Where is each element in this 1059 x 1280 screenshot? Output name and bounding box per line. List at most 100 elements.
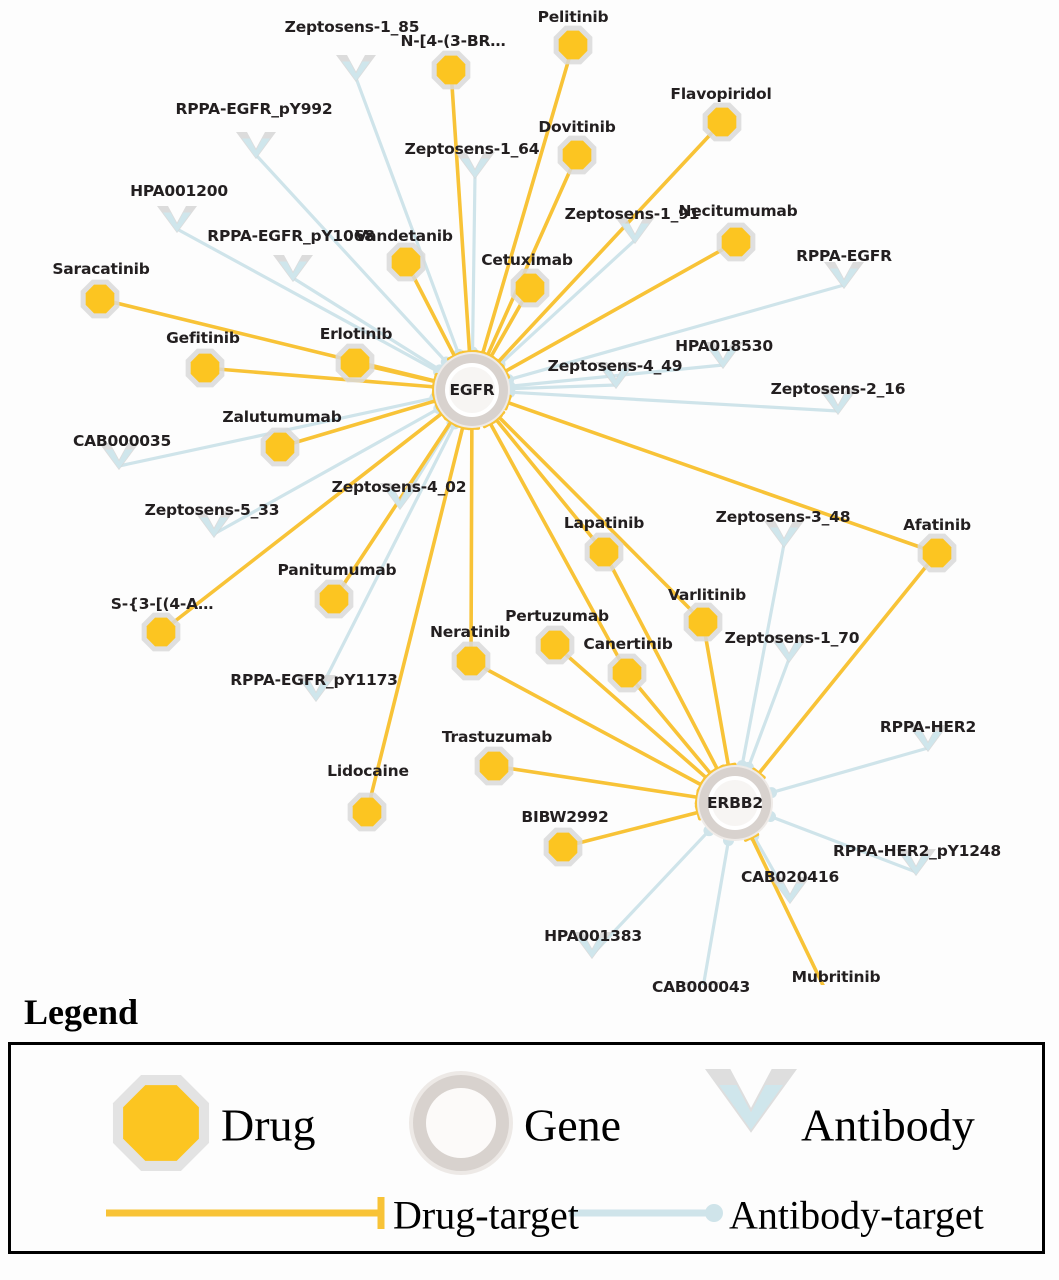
drug-node — [553, 25, 593, 65]
graph-edge — [625, 671, 713, 776]
legend-title: Legend — [24, 992, 139, 1032]
legend-antibody-target-dot — [705, 1204, 723, 1222]
antibody-node — [818, 388, 858, 416]
drug-node — [260, 427, 300, 467]
graph-edge — [757, 551, 939, 776]
graph-edge — [746, 657, 791, 770]
graph-edge — [590, 829, 711, 957]
drug-node — [702, 102, 742, 142]
antibody-node — [99, 443, 139, 471]
drug-node — [510, 268, 550, 308]
antibody-node — [896, 849, 936, 877]
graph-edge — [506, 283, 846, 382]
edge-endpoint-bar — [694, 789, 701, 806]
graph-edge — [354, 76, 461, 356]
graph-edge — [506, 400, 939, 555]
gene-node-label: ERBB2 — [707, 794, 763, 812]
graph-edge — [508, 383, 618, 391]
antibody-node — [236, 132, 276, 160]
gene-node — [697, 765, 773, 841]
drug-node — [607, 653, 647, 693]
graph-edge — [701, 838, 731, 985]
antibody-node — [194, 511, 234, 539]
graph-edge — [470, 173, 477, 354]
antibody-node — [596, 362, 636, 390]
graph-edge — [749, 835, 825, 985]
graph-edge — [365, 425, 465, 814]
legend-label-antibody-target: Antibody-target — [729, 1192, 984, 1238]
edge-endpoint-bar — [482, 418, 498, 429]
graph-edge — [740, 542, 786, 768]
edge-endpoint-bar — [696, 777, 707, 793]
drug-node — [584, 532, 624, 572]
antibody-node — [769, 636, 809, 664]
graph-edge — [496, 120, 724, 365]
gene-node-label: EGFR — [449, 381, 495, 399]
antibody-node — [908, 725, 948, 753]
antibody-node — [770, 877, 810, 905]
antibody-node — [572, 932, 612, 960]
legend-chevron-icon — [705, 1069, 797, 1133]
drug-node — [431, 50, 471, 90]
graph-edge — [469, 426, 474, 663]
graph-edge — [488, 421, 629, 675]
drug-node — [141, 612, 181, 652]
antibody-node — [615, 217, 655, 245]
antibody-node — [296, 675, 336, 703]
graph-edge — [508, 363, 725, 388]
drug-node — [314, 579, 354, 619]
network-svg — [80, 25, 957, 985]
graph-edge — [701, 620, 731, 768]
antibody-node — [764, 521, 804, 549]
antibody-node — [455, 152, 495, 180]
graph-edge — [254, 153, 448, 364]
graph-edge — [469, 659, 704, 787]
edge-endpoint-bar — [500, 363, 511, 379]
graph-edge — [497, 415, 705, 624]
legend-svg — [106, 1069, 797, 1229]
edge-endpoint-bar — [461, 349, 478, 355]
drug-node — [474, 746, 514, 786]
drug-node — [335, 343, 375, 383]
graph-edge — [485, 153, 579, 358]
graph-edge — [561, 810, 700, 849]
antibody-node — [824, 262, 864, 290]
graph-edge — [314, 422, 457, 700]
graph-edge — [769, 746, 930, 795]
antibody-node — [680, 982, 720, 985]
graph-edge — [203, 366, 436, 389]
antibody-node — [336, 55, 376, 83]
legend-box: Drug Gene Antibody Drug-target Antibody-targ… — [8, 1042, 1045, 1254]
antibody-node — [703, 342, 743, 370]
drug-node — [535, 625, 575, 665]
graph-edge — [498, 238, 637, 366]
legend-label-antibody: Antibody — [801, 1099, 975, 1151]
graph-edge — [291, 276, 442, 372]
drug-node — [347, 792, 387, 832]
antibody-node — [273, 255, 313, 283]
legend: Legend Drug Gene Antibody Drug-target Antibo… — [0, 985, 1059, 1280]
antibody-node — [380, 483, 420, 511]
network-canvas[interactable]: Zeptosens-1_85 RPPA-EGFR_pY992 HPA001200 RP… — [0, 0, 1059, 996]
edge-endpoint-bar — [447, 351, 463, 362]
node-layer — [80, 25, 957, 985]
graph-edge — [602, 550, 720, 772]
graph-edge — [492, 764, 700, 800]
drug-node — [80, 279, 120, 319]
graph-edge — [553, 643, 709, 780]
drug-node — [185, 348, 225, 388]
drug-node — [543, 827, 583, 867]
edge-endpoint-bar — [694, 804, 702, 821]
graph-edge — [159, 411, 444, 634]
drug-node — [716, 222, 756, 262]
graph-edge — [175, 227, 441, 374]
graph-edge — [494, 417, 606, 554]
drug-node — [557, 135, 597, 175]
graph-edge — [332, 419, 453, 601]
graph-edge — [449, 68, 472, 354]
graph-edge — [480, 43, 575, 356]
graph-edge — [503, 240, 738, 374]
drug-node — [386, 242, 426, 282]
edge-endpoint-bar — [431, 392, 440, 409]
